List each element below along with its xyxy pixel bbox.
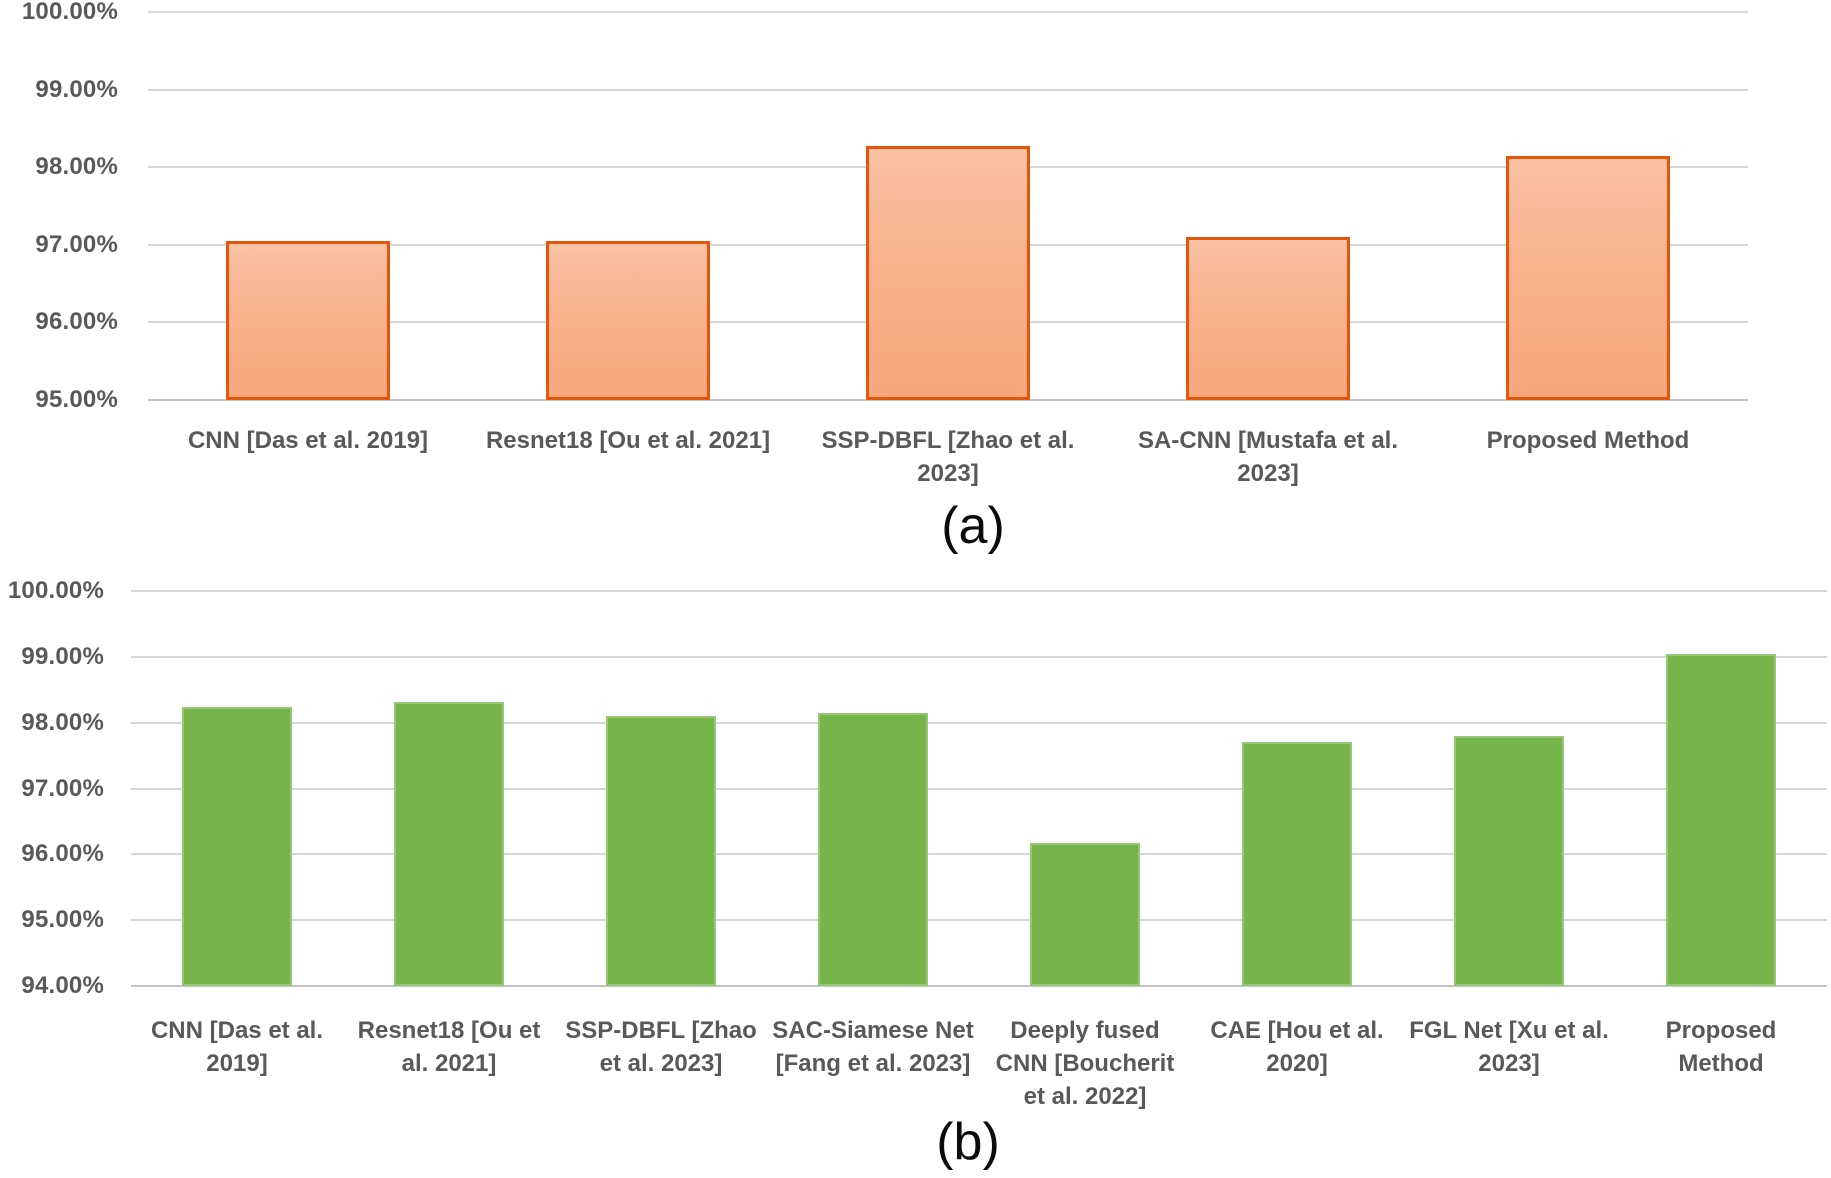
x-category-label: Resnet18 [Ou et al. 2021] (485, 427, 771, 454)
bar-b-4 (818, 712, 928, 986)
bar-a-5 (1506, 155, 1670, 400)
x-category-label: CAE [Hou et al. 2020] (1210, 1017, 1384, 1077)
x-category-label: SSP-DBFL [Zhao et al. 2023] (565, 1017, 757, 1077)
y-tick-label: 99.00% (21, 642, 104, 670)
bar-b-3 (606, 716, 716, 986)
gridline (131, 853, 1827, 856)
x-category-label: SAC-Siamese Net [Fang et al. 2023] (772, 1017, 974, 1077)
x-category-label: Proposed Method (1665, 1017, 1777, 1077)
bar-a-3 (866, 146, 1030, 400)
y-tick-label: 95.00% (35, 386, 118, 413)
bar-b-7 (1454, 736, 1564, 986)
gridline (131, 721, 1827, 724)
gridline (148, 88, 1748, 91)
bar-b-2 (394, 702, 504, 986)
gridline (148, 11, 1748, 13)
x-axis-line (148, 399, 1748, 401)
bar-b-5 (1030, 843, 1140, 986)
y-tick-label: 94.00% (21, 972, 104, 999)
panel-a-caption: (a) (941, 497, 1005, 555)
panel-b-caption: (b) (936, 1113, 1000, 1171)
x-category-label: Resnet18 [Ou et al. 2021] (357, 1017, 541, 1077)
bar-a-1 (226, 240, 390, 400)
bar-b-1 (182, 706, 292, 986)
y-tick-label: 97.00% (35, 230, 118, 258)
y-tick-label: 96.00% (21, 840, 104, 868)
gridline (131, 655, 1827, 658)
x-category-label: Deeply fused CNN [Boucherit et al. 2022] (995, 1017, 1175, 1110)
x-category-label: CNN [Das et al. 2019] (150, 1017, 324, 1077)
y-tick-label: 98.00% (35, 153, 118, 181)
gridline (131, 590, 1827, 592)
bar-a-2 (546, 240, 710, 400)
bar-b-8 (1666, 653, 1776, 986)
y-tick-label: 96.00% (35, 308, 118, 336)
x-category-label: SSP-DBFL [Zhao et al. 2023] (821, 427, 1075, 487)
bar-a-4 (1186, 237, 1350, 400)
bar-b-6 (1242, 742, 1352, 986)
y-tick-label: 98.00% (21, 708, 104, 736)
y-tick-label: 100.00% (21, 0, 118, 25)
gridline (131, 787, 1827, 790)
x-axis-line (131, 985, 1827, 987)
y-tick-label: 97.00% (21, 774, 104, 802)
x-category-label: SA-CNN [Mustafa et al. 2023] (1137, 427, 1399, 487)
x-category-label: Proposed Method (1486, 427, 1690, 454)
gridline (131, 919, 1827, 922)
y-tick-label: 100.00% (7, 577, 104, 604)
x-category-label: CNN [Das et al. 2019] (187, 427, 429, 454)
y-tick-label: 99.00% (35, 75, 118, 103)
x-category-label: FGL Net [Xu et al. 2023] (1409, 1017, 1609, 1077)
y-tick-label: 95.00% (21, 906, 104, 934)
